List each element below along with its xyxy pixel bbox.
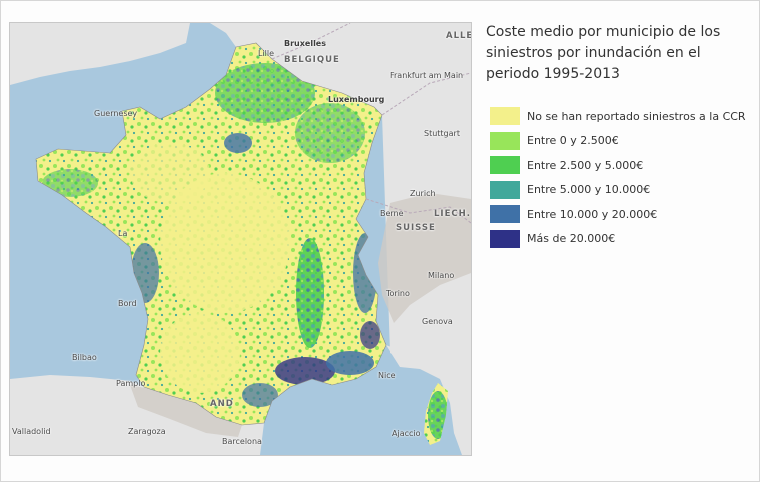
legend-swatch <box>490 131 520 150</box>
legend-item: Entre 0 y 2.500€ <box>490 129 752 154</box>
legend-label: No se han reportado siniestros a la CCR <box>527 109 746 123</box>
france-border <box>35 42 387 426</box>
relief-pyrenees <box>130 385 242 437</box>
legend-swatch <box>490 156 520 175</box>
map-label-bord: Bord <box>118 299 137 308</box>
map-label-liech: LIECH. <box>434 209 471 219</box>
map-label-belgique: BELGIQUE <box>284 55 340 65</box>
legend-item: No se han reportado siniestros a la CCR <box>490 104 752 129</box>
legend-item: Más de 20.000€ <box>490 227 752 252</box>
legend-swatch <box>490 180 520 199</box>
border-germany <box>381 72 471 116</box>
legend-swatch <box>490 107 520 126</box>
map-label-frankfurt: Frankfurt am Main <box>390 71 464 80</box>
map-label-barcelona: Barcelona <box>222 437 262 446</box>
relief-alps <box>378 193 471 323</box>
land-iberia <box>10 375 264 455</box>
legend-item: Entre 10.000 y 20.000€ <box>490 202 752 227</box>
map-label-suisse: SUISSE <box>396 223 436 233</box>
map-label-valladolid: Valladolid <box>12 427 51 436</box>
map-label-ajaccio: Ajaccio <box>392 429 421 438</box>
map-label-genova: Genova <box>422 317 453 326</box>
map-label-zaragoza: Zaragoza <box>128 427 166 436</box>
map-label-bilbao: Bilbao <box>72 353 97 362</box>
map-label-la: La <box>118 229 128 238</box>
map-label-nice: Nice <box>378 371 396 380</box>
map-label-berne: Berne <box>380 209 404 218</box>
map-label-bruxelles: Bruxelles <box>284 39 326 48</box>
map-label-and: AND <box>210 399 234 409</box>
map-label-lille: Lille <box>258 49 275 58</box>
legend-label: Entre 10.000 y 20.000€ <box>527 207 658 221</box>
legend-swatch <box>490 205 520 224</box>
map-label-torino: Torino <box>386 289 410 298</box>
legend-label: Más de 20.000€ <box>527 232 616 246</box>
map-title: Coste medio por municipio de los siniest… <box>486 24 721 82</box>
choropleth-map[interactable]: Lille Bruxelles BELGIQUE ALLE Frankfurt … <box>9 22 472 456</box>
map-canvas <box>10 23 471 455</box>
map-label-luxembourg: Luxembourg <box>328 95 385 104</box>
land-england <box>10 23 190 85</box>
border-switzerland <box>365 198 471 224</box>
map-label-zurich: Zurich <box>410 189 436 198</box>
legend-label: Entre 5.000 y 10.000€ <box>527 183 651 197</box>
map-label-stuttgart: Stuttgart <box>424 129 460 138</box>
map-label-alle: ALLE <box>446 31 472 41</box>
legend: No se han reportado siniestros a la CCR … <box>490 104 752 251</box>
legend-label: Entre 0 y 2.500€ <box>527 134 619 148</box>
map-label-guernesey: Guernesey <box>94 109 138 118</box>
legend-label: Entre 2.500 y 5.000€ <box>527 158 644 172</box>
legend-item: Entre 5.000 y 10.000€ <box>490 178 752 203</box>
map-label-pamplo: Pamplo <box>116 379 146 388</box>
border-belgium <box>271 23 351 60</box>
map-label-milano: Milano <box>428 271 455 280</box>
legend-item: Entre 2.500 y 5.000€ <box>490 153 752 178</box>
legend-swatch <box>490 229 520 248</box>
land-italy <box>386 335 471 455</box>
